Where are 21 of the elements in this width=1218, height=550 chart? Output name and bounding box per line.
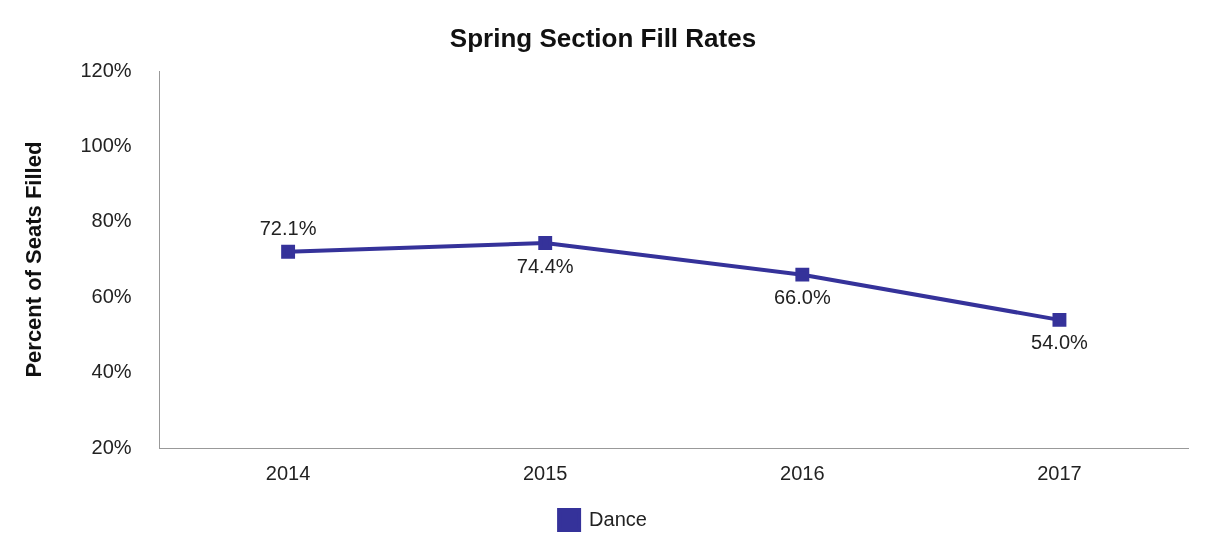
legend-label: Dance bbox=[589, 507, 647, 530]
x-tick-label: 2017 bbox=[1037, 461, 1082, 484]
point bbox=[281, 244, 296, 259]
y-tick-label: 40% bbox=[91, 360, 132, 383]
point bbox=[538, 236, 553, 250]
y-tick-label: 100% bbox=[80, 134, 132, 157]
chart-title: Spring Section Fill Rates bbox=[449, 22, 757, 53]
point bbox=[1052, 312, 1067, 327]
data-label: 66.0% bbox=[773, 286, 831, 309]
data-label: 72.1% bbox=[259, 217, 317, 240]
y-tick-label: 80% bbox=[91, 209, 132, 232]
y-axis-title: Percent of Seats Filled bbox=[21, 141, 47, 378]
y-tick-label: 60% bbox=[91, 284, 132, 307]
x-tick-label: 2016 bbox=[780, 461, 825, 484]
point bbox=[795, 267, 810, 282]
x-tick-label: 2014 bbox=[265, 461, 311, 484]
y-tick-label: 20% bbox=[91, 435, 132, 458]
data-label: 54.0% bbox=[1031, 331, 1089, 354]
data-label: 74.4% bbox=[516, 254, 574, 277]
x-tick-label: 2015 bbox=[522, 461, 568, 484]
y-tick-label: 120% bbox=[80, 58, 132, 81]
